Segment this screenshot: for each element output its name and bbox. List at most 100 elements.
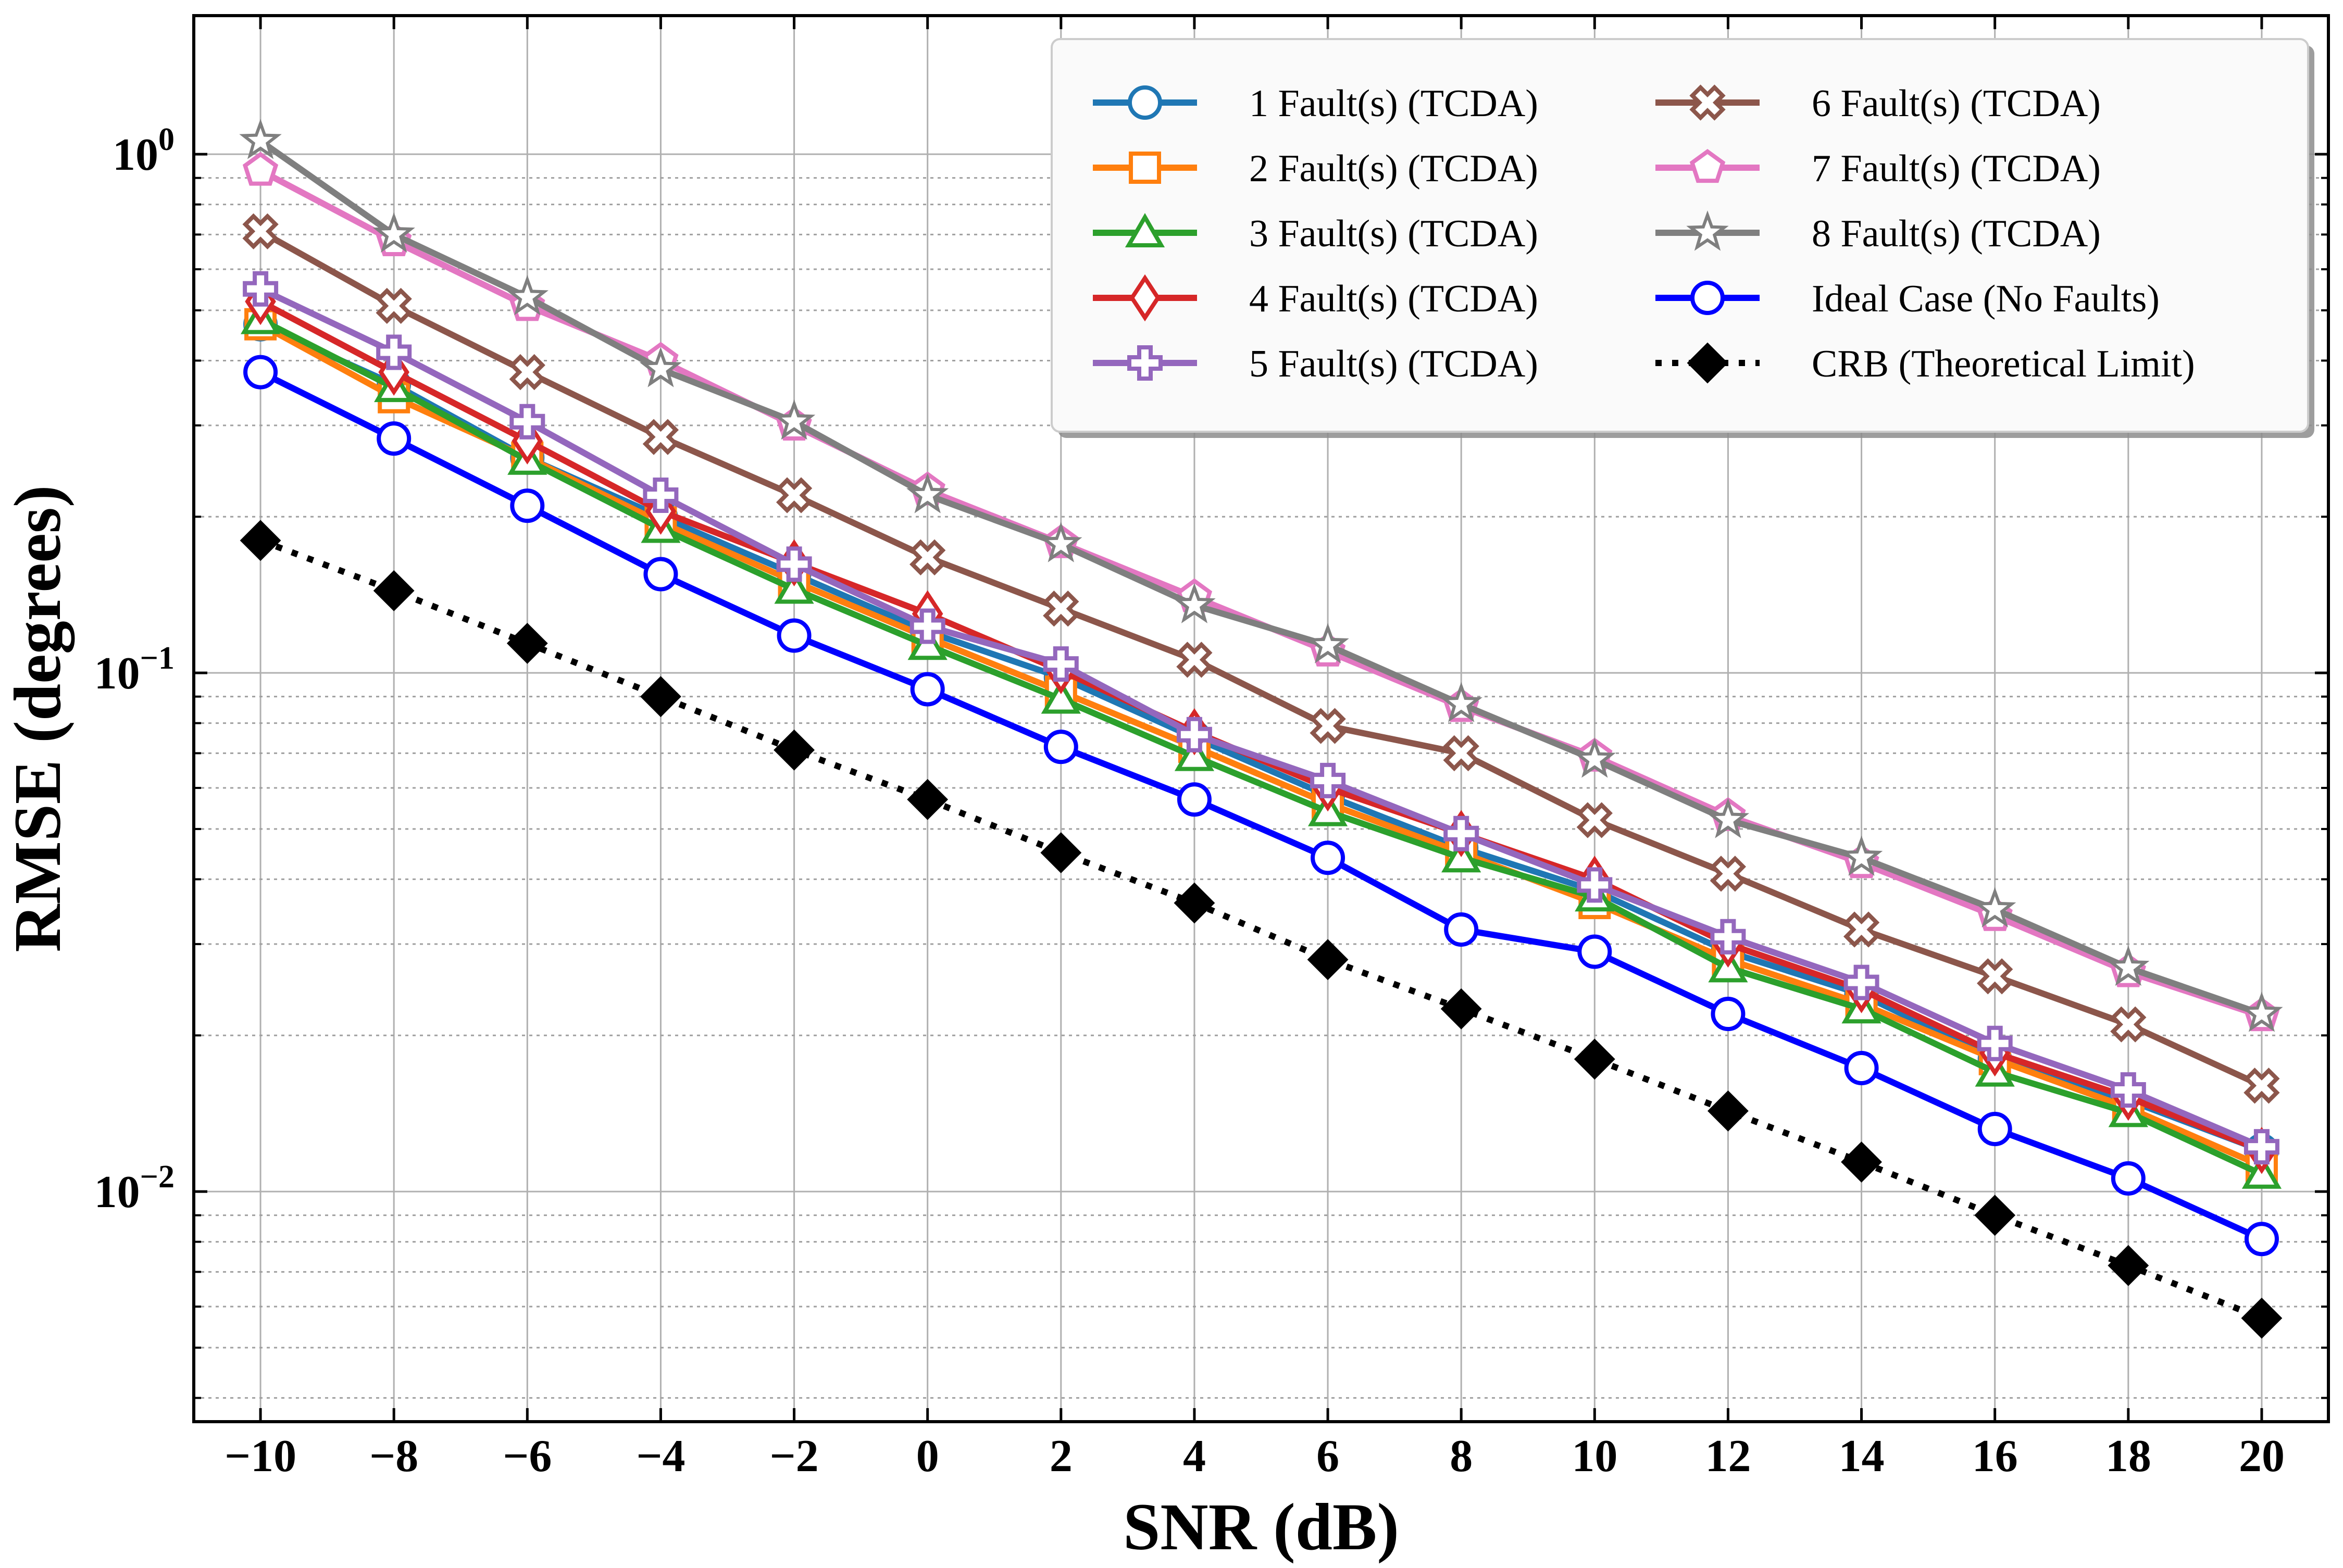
- legend-swatch-marker: [1690, 281, 1725, 315]
- data-point: [1977, 1111, 2012, 1146]
- series-line: [259, 286, 2263, 1150]
- y-tick-label: 10−1: [94, 641, 175, 699]
- data-point: [639, 347, 682, 387]
- series-line: [259, 321, 2263, 1169]
- data-point: [909, 539, 946, 575]
- legend-swatch-marker: [1125, 213, 1165, 247]
- legend-swatch-marker: [1129, 274, 1161, 322]
- data-point: [2111, 1161, 2146, 1196]
- data-point: [776, 477, 813, 513]
- data-point: [1977, 1025, 2013, 1061]
- legend-entry-7: 7 Fault(s) (TCDA): [1655, 147, 2101, 190]
- data-point: [243, 355, 278, 390]
- x-tick-label: 10: [1572, 1431, 1617, 1482]
- data-point: [1043, 730, 1078, 764]
- data-point: [1177, 782, 1212, 817]
- data-point: [506, 274, 549, 316]
- series-line: [259, 537, 2263, 1321]
- x-tick-label: 12: [1705, 1431, 1751, 1482]
- data-point: [1974, 887, 2016, 927]
- data-point: [1041, 679, 1081, 714]
- data-point: [243, 271, 279, 307]
- data-point: [377, 421, 412, 456]
- data-point: [1843, 911, 1880, 948]
- x-tick-label: −6: [503, 1431, 552, 1482]
- legend-label: 5 Fault(s) (TCDA): [1249, 343, 1538, 385]
- data-point: [1443, 735, 1479, 772]
- data-point: [510, 488, 545, 523]
- legend-entry-2: 2 Fault(s) (TCDA): [1093, 147, 1538, 190]
- data-point: [910, 672, 945, 707]
- data-point: [1440, 682, 1482, 722]
- data-point: [1040, 522, 1082, 562]
- legend-swatch-marker: [1127, 345, 1163, 381]
- data-point: [1043, 591, 1079, 627]
- data-point: [2244, 1222, 2279, 1257]
- data-point: [907, 779, 949, 820]
- data-point: [372, 212, 415, 253]
- data-point: [1307, 939, 1349, 981]
- data-point: [373, 570, 415, 611]
- series-8: [239, 119, 2283, 1032]
- x-tick-label: 8: [1450, 1431, 1473, 1482]
- data-point: [1711, 997, 1746, 1032]
- legend-entry-6: 6 Fault(s) (TCDA): [1655, 82, 2101, 125]
- data-point: [1841, 1141, 1882, 1183]
- data-point: [643, 478, 679, 513]
- data-point: [242, 152, 279, 186]
- series-10: [240, 520, 2283, 1339]
- legend-swatch-marker: [1129, 152, 1161, 184]
- legend-swatch-marker: [1689, 84, 1726, 121]
- data-point: [1311, 841, 1345, 875]
- data-point: [772, 399, 816, 440]
- axis-ticks: −10 −8 −6 −4 −2 0 2 4 6 8 10 12 14 16 18 20 100 10−1 10−2: [94, 16, 2328, 1482]
- data-point: [509, 354, 545, 391]
- data-point: [1443, 816, 1479, 851]
- data-point: [2244, 1129, 2279, 1165]
- x-tick-label: −10: [225, 1431, 296, 1482]
- data-point: [2110, 1006, 2147, 1043]
- data-point: [1040, 832, 1082, 873]
- plot-series: [239, 119, 2283, 1339]
- data-point: [1708, 1090, 1749, 1132]
- data-point: [506, 623, 548, 664]
- data-point: [1710, 919, 1746, 955]
- data-point: [1440, 988, 1482, 1030]
- series-line: [259, 369, 2263, 1242]
- x-tick-label: 6: [1316, 1431, 1339, 1482]
- data-point: [1176, 642, 1213, 678]
- data-point: [642, 419, 679, 455]
- x-tick-label: 20: [2239, 1431, 2285, 1482]
- data-point: [239, 119, 282, 159]
- data-point: [1977, 958, 2013, 995]
- series-line: [259, 228, 2263, 1089]
- data-point: [376, 334, 412, 370]
- data-point: [1706, 798, 1750, 838]
- data-point: [1306, 623, 1349, 663]
- series-line: [258, 138, 2263, 1017]
- series-5: [243, 271, 2279, 1165]
- data-point: [1843, 964, 1879, 1000]
- x-tick-label: −2: [769, 1431, 818, 1482]
- legend-entry-4: 4 Fault(s) (TCDA): [1093, 274, 1538, 322]
- data-point: [1844, 1050, 1879, 1085]
- y-axis-label: RMSE (degrees): [1, 485, 74, 952]
- data-point: [1974, 1195, 2016, 1236]
- data-point: [1310, 708, 1346, 744]
- legend-entry-9: Ideal Case (No Faults): [1655, 278, 2160, 320]
- legend-label: CRB (Theoretical Limit): [1812, 343, 2195, 385]
- data-point: [1576, 802, 1613, 838]
- data-point: [1174, 882, 1215, 924]
- legend-label: 8 Fault(s) (TCDA): [1812, 212, 2101, 255]
- data-point: [1840, 835, 1883, 876]
- legend-swatch-marker: [1128, 85, 1162, 120]
- data-point: [2108, 1245, 2149, 1286]
- data-point: [1176, 717, 1212, 752]
- x-tick-label: 14: [1839, 1431, 1885, 1482]
- x-tick-label: 4: [1183, 1431, 1206, 1482]
- data-point: [1573, 737, 1616, 778]
- data-point: [2107, 945, 2150, 986]
- data-point: [1577, 867, 1613, 903]
- data-point: [2241, 1297, 2283, 1339]
